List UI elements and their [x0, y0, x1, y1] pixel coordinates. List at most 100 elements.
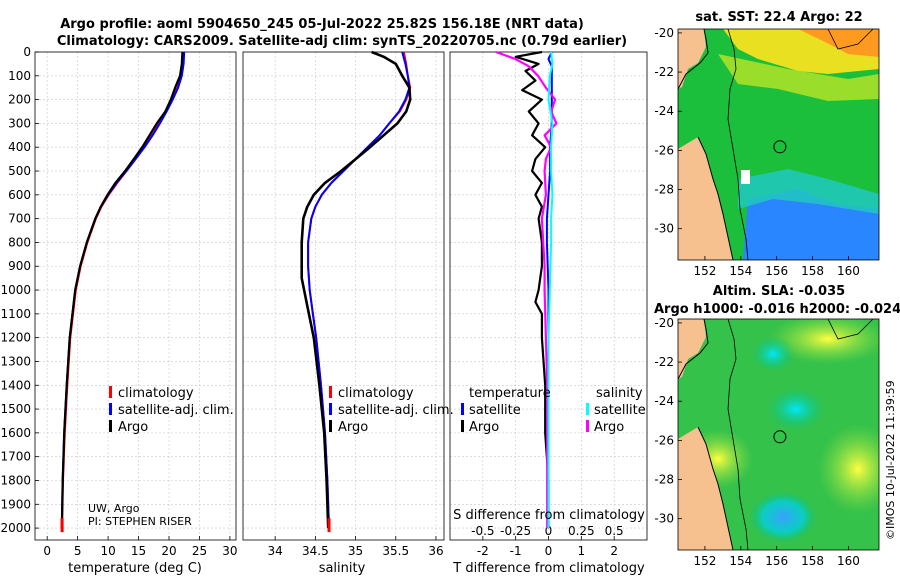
x-tick-label: 34.5 — [302, 544, 329, 558]
lon-tick-label: 152 — [693, 554, 716, 568]
y-tick-label: 900 — [8, 259, 31, 273]
legend-temp-argo-swatch — [461, 420, 464, 432]
legend-argo-label: Argo — [118, 420, 148, 435]
lon-tick-label: 160 — [837, 264, 860, 278]
difference-legend: temperature satellite Argo salinity sate… — [461, 386, 646, 435]
sla-map-title2: Argo h1000: -0.016 h2000: -0.024 — [654, 302, 900, 317]
x-tick-label: 15 — [131, 544, 146, 558]
legend-temp-satellite-swatch — [461, 403, 464, 415]
legend-argo-label: Argo — [338, 420, 368, 435]
y-tick-label: 800 — [8, 235, 31, 249]
temperature-legend: climatology satellite-adj. clim. Argo — [109, 386, 234, 435]
legend-sal-argo-swatch — [586, 420, 589, 432]
lat-tick-label: -24 — [654, 104, 674, 118]
sla-argo-position — [773, 430, 787, 444]
x-tick-label: 2 — [610, 544, 618, 558]
sst-map-image — [678, 29, 879, 260]
legend-satellite-adj-swatch — [329, 403, 332, 415]
lon-tick-label: 160 — [837, 554, 860, 568]
sla-land — [678, 319, 733, 550]
temperature-end-marker — [60, 518, 64, 533]
sla-latitude-axis: -20 -22 -24 -26 -28 -30 — [654, 316, 682, 526]
legend-climatology-label: climatology — [338, 386, 414, 401]
sst-latitude-axis: -20 -22 -24 -26 -28 -30 — [654, 26, 682, 236]
series-line-temperature-argo — [514, 50, 550, 529]
figure-title-line1: Argo profile: aoml 5904650_245 05-Jul-20… — [60, 17, 584, 32]
legend-temp-satellite-label: satellite — [469, 403, 521, 418]
series-line-argo — [60, 51, 184, 529]
legend-climatology-label: climatology — [118, 386, 194, 401]
top-tick-label: 0 — [545, 524, 553, 538]
sla-low-center — [766, 387, 826, 431]
temperature-series — [60, 51, 186, 533]
salinity-series — [300, 50, 412, 533]
temperature-axes-box — [34, 51, 237, 541]
lat-tick-label: -22 — [654, 355, 674, 369]
imos-timestamp: ©IMOS 10-Jul-2022 11:39:59 — [884, 380, 897, 540]
legend-salinity-title: salinity — [596, 386, 643, 401]
legend-temp-argo-label: Argo — [469, 420, 499, 435]
lat-tick-label: -30 — [654, 512, 674, 526]
top-tick-label: -0.5 — [471, 524, 494, 538]
legend-satellite-adj-label: satellite-adj. clim. — [338, 403, 454, 418]
sst-argo-position — [773, 140, 787, 154]
salinity-difference-x-axis: -0.5 -0.25 0 0.25 0.5 — [471, 524, 624, 538]
x-tick-label: 36 — [428, 544, 443, 558]
lon-tick-label: 158 — [801, 554, 824, 568]
series-line-argo — [300, 50, 412, 529]
y-tick-label: 1700 — [0, 450, 31, 464]
sst-shelf-contour — [727, 29, 874, 260]
x-tick-label: -1 — [510, 544, 522, 558]
legend-temperature-title: temperature — [469, 386, 551, 401]
x-tick-label: -2 — [477, 544, 489, 558]
x-tick-label: 25 — [192, 544, 207, 558]
y-tick-label: 1100 — [0, 307, 31, 321]
salinity-legend: climatology satellite-adj. clim. Argo — [329, 386, 454, 435]
lon-tick-label: 154 — [729, 554, 752, 568]
difference-xlabel: T difference from climatology — [452, 561, 645, 576]
salinity-xlabel: salinity — [319, 561, 366, 576]
y-tick-label: 1900 — [0, 497, 31, 511]
series-line-satellite-adj-clim- — [307, 51, 411, 529]
salinity-end-marker — [327, 518, 331, 533]
lat-tick-label: -26 — [654, 433, 674, 447]
sst-yellow-band — [718, 54, 879, 101]
y-tick-label: 700 — [8, 212, 31, 226]
y-tick-label: 1500 — [0, 402, 31, 416]
lat-tick-label: -28 — [654, 473, 674, 487]
salinity-panel: 34 34.5 35 35.5 36 salinity climatology sate… — [242, 50, 454, 576]
salinity-axes-box — [242, 51, 445, 541]
lat-tick-label: -28 — [654, 183, 674, 197]
y-tick-label: 200 — [8, 93, 31, 107]
lat-tick-label: -20 — [654, 316, 674, 330]
sla-map-image — [678, 319, 879, 550]
sst-hot-northeast — [798, 29, 879, 57]
sla-low-north — [751, 336, 795, 372]
lon-tick-label: 158 — [801, 264, 824, 278]
y-tick-label: 1400 — [0, 378, 31, 392]
sst-map-frame — [677, 28, 880, 261]
x-tick-label: 1 — [578, 544, 586, 558]
y-tick-label: 1600 — [0, 426, 31, 440]
top-tick-label: 0.5 — [605, 524, 624, 538]
legend-sal-argo-label: Argo — [594, 420, 624, 435]
x-tick-label: 0 — [43, 544, 51, 558]
legend-climatology-swatch — [109, 386, 112, 398]
salinity-grid — [243, 51, 444, 540]
sla-high-east — [818, 424, 879, 514]
sla-low-south — [749, 491, 817, 543]
pi-text: PI: STEPHEN RISER — [88, 515, 192, 528]
lon-tick-label: 152 — [693, 264, 716, 278]
x-tick-label: 35 — [348, 544, 363, 558]
y-tick-label: 600 — [8, 188, 31, 202]
y-tick-label: 1800 — [0, 473, 31, 487]
legend-argo-swatch — [329, 420, 332, 432]
salinity-difference-label: S difference from climatology — [453, 508, 645, 523]
figure-title-line2: Climatology: CARS2009. Satellite-adj cli… — [57, 34, 627, 49]
legend-satellite-adj-swatch — [109, 403, 112, 415]
temperature-grid — [35, 51, 236, 540]
y-tick-label: 100 — [8, 69, 31, 83]
sla-high-north — [768, 319, 879, 364]
lon-tick-label: 156 — [765, 554, 788, 568]
